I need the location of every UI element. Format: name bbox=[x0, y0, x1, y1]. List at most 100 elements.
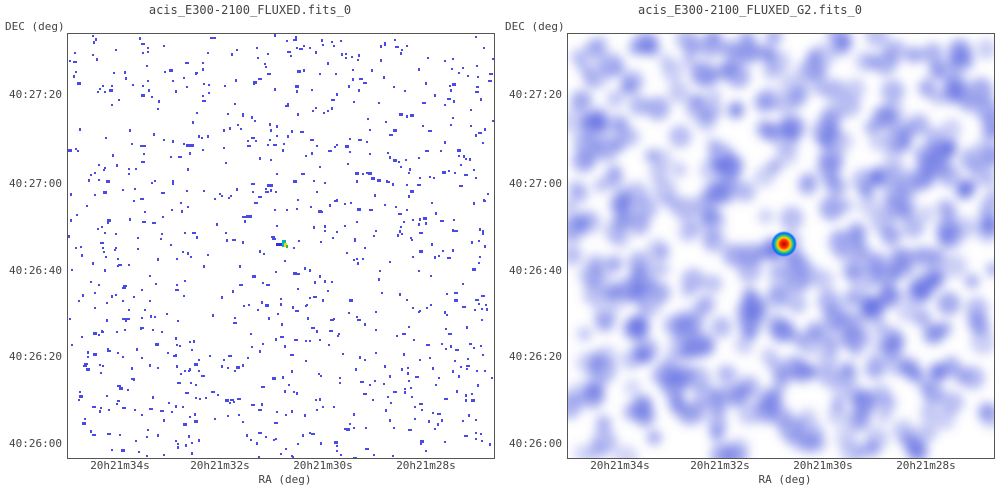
photon-pixel bbox=[300, 131, 304, 133]
smoothed-blob bbox=[705, 88, 722, 105]
photon-pixel bbox=[297, 199, 299, 201]
photon-pixel bbox=[404, 90, 406, 92]
photon-pixel bbox=[82, 294, 84, 297]
photon-pixel bbox=[117, 385, 121, 387]
y-tick-label: 40:26:40 bbox=[9, 264, 62, 277]
smoothed-blob bbox=[652, 177, 678, 203]
photon-pixel bbox=[182, 251, 184, 253]
photon-pixel bbox=[285, 105, 289, 107]
smoothed-blob bbox=[583, 71, 599, 87]
smoothed-blob bbox=[811, 120, 836, 145]
photon-pixel bbox=[465, 394, 467, 397]
photon-pixel bbox=[337, 335, 339, 337]
photon-pixel bbox=[293, 247, 295, 249]
photon-pixel bbox=[258, 456, 260, 458]
smoothed-blob bbox=[818, 366, 840, 388]
photon-pixel bbox=[122, 318, 126, 320]
photon-pixel bbox=[196, 112, 198, 114]
smoothed-blob bbox=[886, 331, 906, 350]
photon-pixel bbox=[374, 194, 376, 197]
photon-pixel bbox=[131, 143, 133, 145]
photon-pixel bbox=[452, 83, 456, 86]
photon-pixel bbox=[146, 65, 148, 67]
photon-pixel bbox=[78, 399, 80, 401]
photon-pixel bbox=[384, 365, 386, 368]
photon-pixel bbox=[192, 232, 196, 234]
photon-pixel bbox=[137, 237, 139, 239]
photon-pixel bbox=[203, 83, 205, 85]
photon-pixel bbox=[251, 404, 253, 406]
photon-pixel bbox=[83, 365, 87, 367]
photon-pixel bbox=[404, 391, 406, 394]
photon-pixel bbox=[288, 384, 290, 386]
photon-pixel bbox=[442, 250, 444, 252]
photon-pixel bbox=[319, 339, 321, 341]
photon-pixel bbox=[198, 359, 200, 361]
smoothed-blob bbox=[568, 198, 578, 215]
photon-pixel bbox=[425, 150, 429, 152]
photon-pixel bbox=[458, 375, 460, 378]
photon-pixel bbox=[434, 94, 436, 97]
smoothed-blob bbox=[846, 410, 868, 431]
photon-pixel bbox=[231, 53, 233, 56]
photon-pixel bbox=[429, 357, 431, 359]
photon-pixel bbox=[475, 299, 479, 301]
photon-pixel bbox=[69, 60, 71, 62]
photon-pixel bbox=[292, 306, 294, 309]
photon-pixel bbox=[355, 368, 357, 371]
photon-pixel bbox=[354, 238, 356, 240]
photon-pixel bbox=[411, 396, 413, 398]
smoothed-blob bbox=[679, 403, 702, 426]
photon-pixel bbox=[385, 409, 387, 412]
photon-pixel bbox=[162, 216, 164, 218]
smoothed-blob bbox=[899, 202, 916, 219]
photon-pixel bbox=[196, 236, 198, 239]
photon-pixel bbox=[432, 367, 434, 370]
image-canvas[interactable] bbox=[567, 33, 995, 459]
photon-pixel bbox=[435, 212, 437, 215]
smoothed-blob bbox=[739, 242, 763, 266]
smoothed-blob bbox=[622, 128, 640, 146]
photon-pixel bbox=[310, 206, 312, 208]
photon-pixel bbox=[183, 143, 185, 145]
photon-pixel bbox=[305, 155, 307, 157]
photon-pixel bbox=[393, 86, 395, 88]
photon-pixel bbox=[287, 51, 291, 53]
smoothed-blob bbox=[819, 196, 844, 221]
smoothed-blob bbox=[628, 40, 644, 56]
photon-pixel bbox=[399, 230, 401, 233]
photon-pixel bbox=[320, 442, 322, 445]
photon-pixel bbox=[152, 329, 154, 331]
photon-pixel bbox=[193, 340, 195, 343]
photon-pixel bbox=[180, 373, 182, 375]
photon-pixel bbox=[205, 397, 207, 399]
photon-pixel bbox=[466, 365, 470, 367]
photon-pixel bbox=[122, 407, 126, 409]
smoothed-blob bbox=[838, 94, 861, 118]
photon-pixel bbox=[373, 235, 375, 237]
photon-pixel bbox=[129, 129, 131, 132]
photon-pixel bbox=[175, 440, 177, 442]
photon-pixel bbox=[90, 430, 92, 433]
photon-pixel bbox=[102, 331, 104, 333]
smoothed-blob bbox=[739, 375, 760, 395]
smoothed-blob bbox=[609, 60, 627, 78]
photon-pixel bbox=[402, 333, 406, 335]
photon-pixel bbox=[406, 115, 408, 118]
photon-pixel bbox=[418, 223, 420, 226]
photon-pixel bbox=[363, 82, 367, 84]
photon-pixel bbox=[230, 195, 232, 197]
photon-pixel bbox=[93, 332, 97, 335]
photon-pixel bbox=[175, 90, 177, 93]
photon-pixel bbox=[419, 177, 421, 179]
photon-pixel bbox=[336, 450, 338, 452]
image-canvas[interactable] bbox=[67, 33, 495, 459]
photon-pixel bbox=[378, 278, 380, 281]
photon-pixel bbox=[93, 353, 97, 356]
photon-pixel bbox=[147, 80, 149, 82]
photon-pixel bbox=[202, 62, 204, 64]
photon-pixel bbox=[419, 218, 421, 221]
smoothed-blob bbox=[722, 243, 747, 268]
photon-pixel bbox=[476, 86, 478, 88]
photon-pixel bbox=[263, 253, 265, 255]
